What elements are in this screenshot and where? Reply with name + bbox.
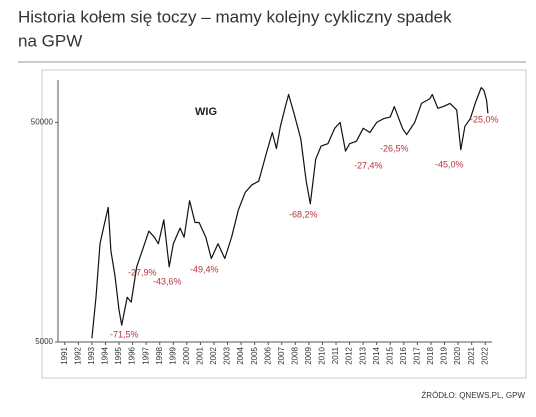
x-tick-label: 1993 [87,346,96,364]
x-tick-label: 2014 [372,346,381,364]
annotation: -27,4% [354,160,383,170]
x-tick-label: 1996 [128,346,137,364]
x-tick-label: 2007 [277,346,286,364]
x-tick-label: 2012 [345,346,354,364]
series-line [91,87,489,339]
x-tick-label: 1992 [73,346,82,364]
y-tick-label: 50000 [31,118,54,127]
title-line: na GPW [18,31,82,50]
x-tick-label: 2022 [480,346,489,364]
y-tick-label: 5000 [35,337,53,346]
x-tick-label: 1995 [114,346,123,364]
x-tick-label: 2020 [453,346,462,364]
source: ŹRÓDŁO: QNEWS.PL, GPW [421,391,525,400]
annotation: -26,5% [380,143,409,153]
x-tick-label: 2015 [385,346,394,364]
title-line: Historia kołem się toczy – mamy kolejny … [18,7,452,26]
x-tick-label: 2011 [331,346,340,364]
x-tick-label: 2016 [399,346,408,364]
x-tick-label: 1997 [141,346,150,364]
x-tick-label: 1999 [168,346,177,364]
x-tick-label: 2017 [413,346,422,364]
x-tick-label: 2005 [250,346,259,364]
annotation: -49,4% [190,264,219,274]
x-tick-label: 2000 [182,346,191,364]
annotation: -68,2% [289,209,318,219]
x-tick-label: 2010 [318,346,327,364]
annotation: -45,0% [435,159,464,169]
series-label: WIG [195,106,217,118]
x-tick-label: 2018 [426,346,435,364]
x-tick-label: 2021 [467,346,476,364]
annotation: -27,9% [128,267,157,277]
x-tick-label: 2006 [263,346,272,364]
x-tick-label: 2001 [196,346,205,364]
x-tick-label: 2008 [290,346,299,364]
x-tick-label: 2013 [358,346,367,364]
x-tick-label: 1994 [101,346,110,364]
x-tick-label: 2004 [236,346,245,364]
x-tick-label: 2009 [304,346,313,364]
x-tick-label: 2002 [209,346,218,364]
annotation: -71,5% [110,329,139,339]
x-tick-label: 2019 [440,346,449,364]
x-tick-label: 2003 [223,346,232,364]
x-tick-label: 1998 [155,346,164,364]
annotation: -25,0% [470,114,499,124]
x-tick-label: 1991 [60,346,69,364]
chart-frame [41,69,527,379]
annotation: -43,6% [153,276,182,286]
